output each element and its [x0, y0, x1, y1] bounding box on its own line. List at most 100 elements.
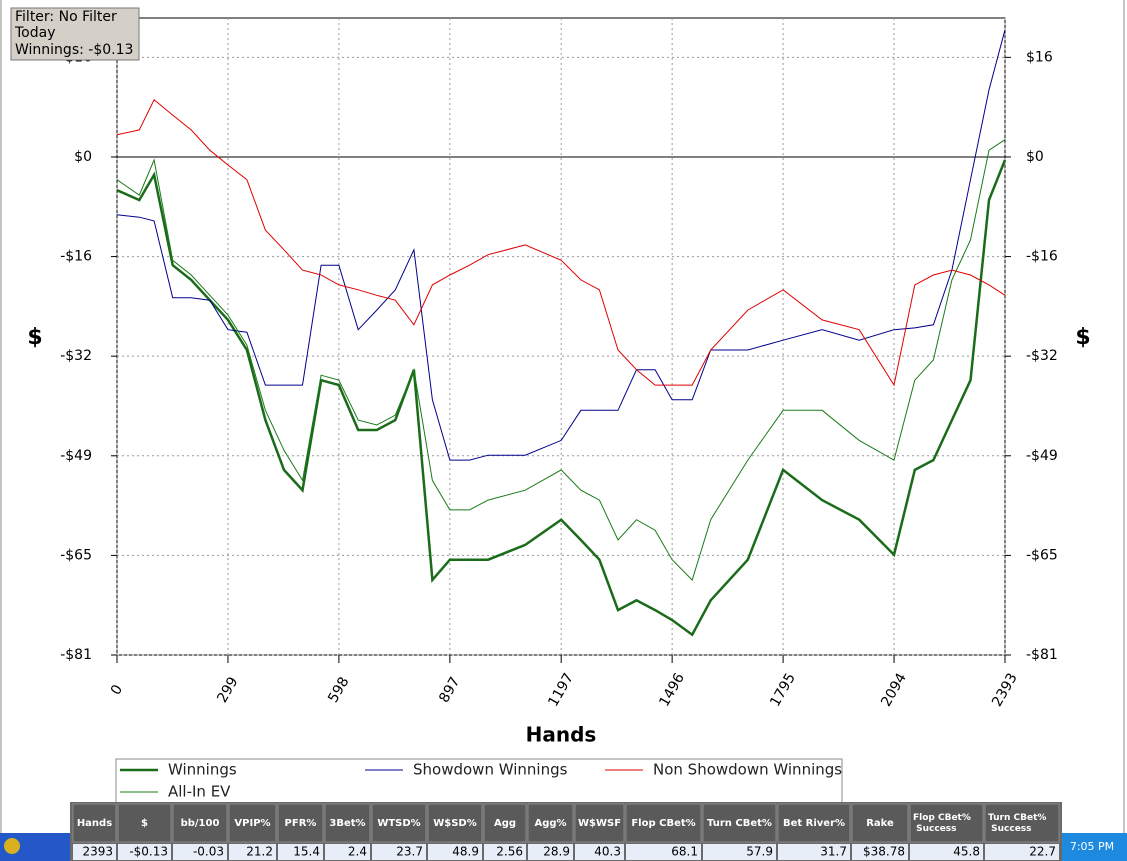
header-label: W$SD%: [433, 818, 477, 829]
value-text: 22.7: [1029, 845, 1056, 859]
filter-box: Filter: No Filter Today Winnings: -$0.13: [10, 7, 140, 61]
value-cell: [910, 844, 983, 860]
value-cell: [575, 844, 624, 860]
value-text: 31.7: [820, 845, 847, 859]
value-text: 2393: [82, 845, 113, 859]
header-cell: [117, 803, 172, 843]
header-cell: [909, 803, 984, 843]
start-icon[interactable]: [4, 838, 20, 854]
value-text: 21.2: [246, 845, 273, 859]
value-cell: [173, 844, 227, 860]
value-cell: [484, 844, 526, 860]
series-line: [116, 139, 1006, 581]
y2-tick-label: -$16: [1026, 249, 1058, 265]
y-tick-label: -$81: [60, 647, 92, 663]
value-cell: [229, 844, 276, 860]
value-text: 2.56: [496, 845, 523, 859]
value-text: 23.7: [396, 845, 423, 859]
y-tick-label: -$65: [60, 547, 92, 563]
legend-label: Winnings: [168, 761, 237, 779]
y2-tick-label: -$81: [1026, 647, 1058, 663]
header-label: WTSD%: [377, 818, 420, 829]
header-label: Turn CBet% Success: [988, 813, 1046, 834]
header-label: Rake: [866, 818, 894, 829]
y2-tick-label: -$65: [1026, 547, 1058, 563]
header-cell: [777, 803, 851, 843]
y-tick-label: -$49: [60, 448, 92, 464]
value-cell: [73, 844, 116, 860]
value-text: 40.3: [594, 845, 621, 859]
value-cell: [325, 844, 370, 860]
header-cell: [625, 803, 702, 843]
header-cell: [324, 803, 371, 843]
value-cell: [852, 844, 908, 860]
grid: $16$16$0$0-$16-$16-$32-$32-$49-$49-$65-$…: [60, 18, 1058, 709]
header-cell: [984, 803, 1060, 843]
value-text: 28.9: [543, 845, 570, 859]
value-cell: [778, 844, 850, 860]
header-label: Bet River%: [783, 818, 845, 829]
value-cell: [372, 844, 426, 860]
header-label: Agg: [494, 818, 516, 829]
value-text: 48.9: [452, 845, 479, 859]
header-label: Turn CBet%: [707, 818, 772, 829]
series-line: [116, 99, 1006, 387]
header-label: PFR%: [285, 818, 317, 829]
value-text: 2.4: [348, 845, 367, 859]
y2-tick-label: -$32: [1026, 348, 1058, 364]
header-cell: [371, 803, 427, 843]
value-cell: [278, 844, 323, 860]
y2-tick-label: $0: [1026, 149, 1044, 165]
value-cell: [985, 844, 1059, 860]
y-tick-label: $0: [74, 149, 92, 165]
legend-label: All-In EV: [168, 783, 231, 801]
y-axis-label: $: [27, 325, 42, 350]
header-cell: [427, 803, 483, 843]
y2-tick-label: $16: [1026, 49, 1053, 65]
filter-text: Filter: No Filter: [15, 9, 117, 25]
y-tick-label: -$16: [60, 249, 92, 265]
filter-box-bg: [10, 7, 140, 61]
y2-tick-label: -$49: [1026, 448, 1058, 464]
header-cell: [527, 803, 574, 843]
header-label: VPIP%: [234, 818, 270, 829]
header-label: W$WSF: [578, 818, 621, 829]
value-text: 57.9: [746, 845, 773, 859]
header-label: 3Bet%: [329, 818, 365, 829]
value-cell: [626, 844, 701, 860]
header-cell: [702, 803, 777, 843]
value-text: $38.78: [863, 845, 905, 859]
header-label: Hands: [77, 818, 112, 829]
header-cell: [483, 803, 527, 843]
value-cell: [703, 844, 776, 860]
header-cell: [574, 803, 625, 843]
header-cell: [851, 803, 909, 843]
series-line: [116, 159, 1007, 637]
header-cell: [228, 803, 277, 843]
header-cell: [72, 803, 117, 843]
y-tick-label: -$32: [60, 348, 92, 364]
value-text: 68.1: [671, 845, 698, 859]
legend-label: Showdown Winnings: [413, 761, 568, 779]
legend-box: [115, 758, 843, 804]
legend: Winnings Showdown Winnings Non Showdown Wi…: [115, 758, 843, 804]
clock: 7:05 PM: [1070, 840, 1114, 853]
legend-label: Non Showdown Winnings: [653, 761, 842, 779]
stats-table: Hands 2393 $ -$0.13 bb/100 -0.03 VPIP% 21.2 PFR%…: [70, 802, 1062, 861]
value-cell: [428, 844, 482, 860]
filter-text: Today: [14, 25, 56, 41]
header-label: bb/100: [181, 818, 220, 829]
value-text: 15.4: [293, 845, 320, 859]
value-text: -$0.13: [129, 845, 168, 859]
header-label: Flop CBet%: [631, 818, 695, 829]
value-text: 45.8: [953, 845, 980, 859]
filter-text: Winnings: -$0.13: [15, 42, 133, 58]
y2-axis-label: $: [1075, 325, 1090, 350]
lines: [116, 29, 1007, 637]
value-cell: [528, 844, 573, 860]
value-cell: [118, 844, 171, 860]
